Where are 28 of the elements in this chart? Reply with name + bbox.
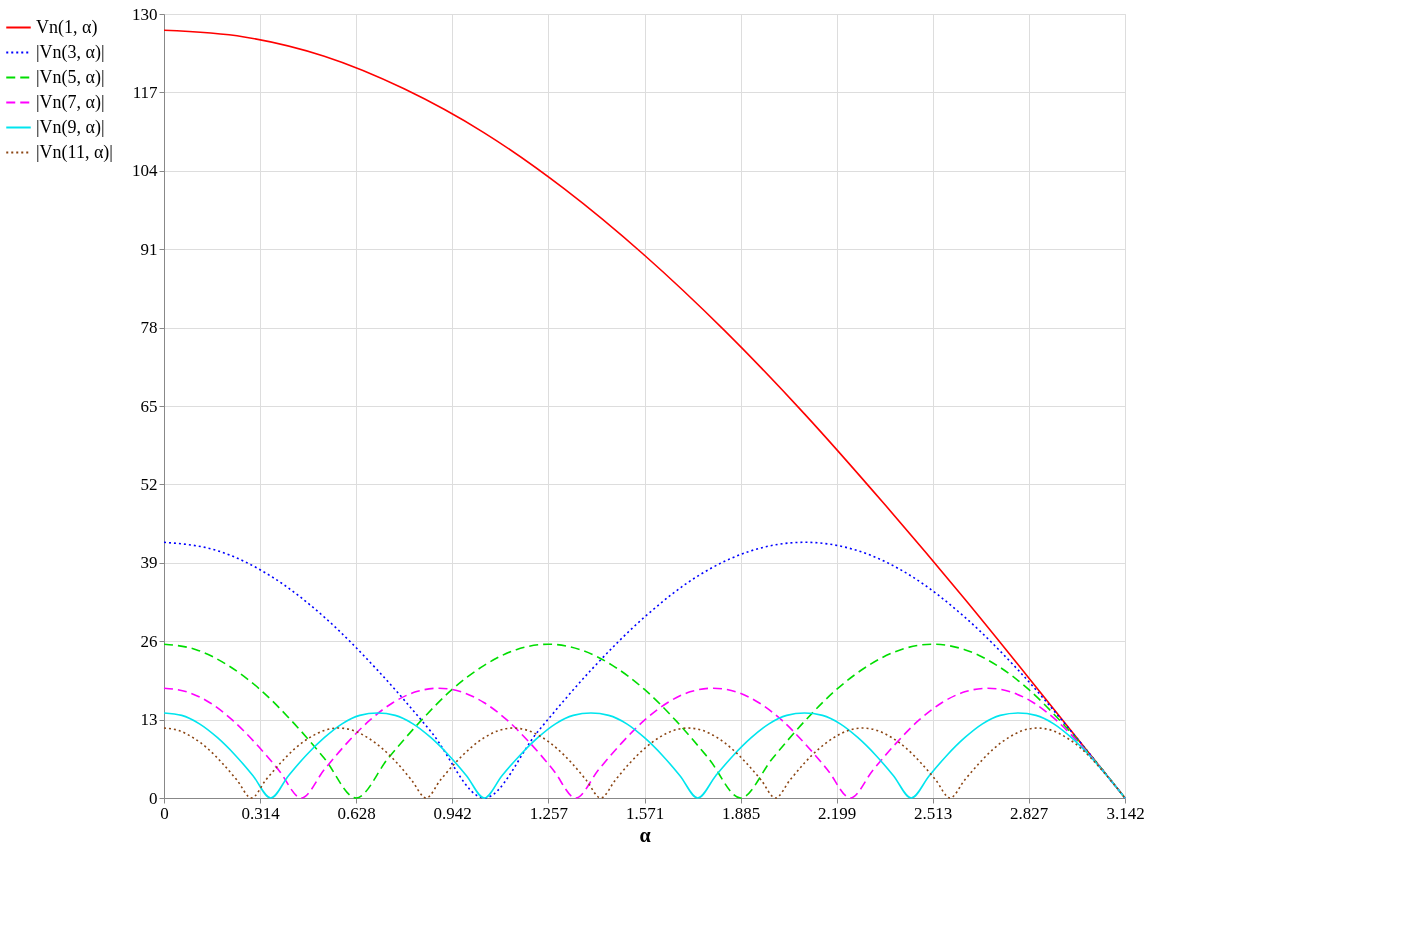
x-tick-label: 2.827 [1010, 803, 1049, 823]
x-tick-label: 1.571 [625, 803, 665, 823]
legend-label: |Vn(9, α)| [36, 116, 105, 138]
x-tick-label: 3.142 [1106, 803, 1145, 823]
y-tick-label: 65 [140, 396, 158, 416]
y-tick-label: 26 [140, 631, 158, 651]
y-tick-label: 91 [140, 239, 158, 259]
y-tick-label: 117 [132, 82, 158, 102]
x-axis-title: α [639, 823, 651, 846]
y-tick-label: 13 [140, 710, 158, 730]
y-tick-label: 104 [132, 161, 158, 181]
y-tick-label: 78 [140, 318, 158, 338]
x-tick-label: 1.257 [529, 803, 569, 823]
x-tick-label: 2.199 [817, 803, 857, 823]
y-tick-label: 39 [140, 553, 158, 573]
legend-label: |Vn(5, α)| [36, 66, 105, 88]
legend-label: |Vn(11, α)| [36, 141, 113, 163]
y-tick-label: 130 [132, 4, 158, 24]
legend-label: |Vn(7, α)| [36, 91, 105, 113]
x-tick-label: 0.314 [241, 803, 281, 823]
x-tick-label: 0.942 [433, 803, 472, 823]
legend-label: Vn(1, α) [36, 16, 98, 38]
x-tick-label: 0.628 [337, 803, 376, 823]
x-tick-label: 1.885 [721, 803, 761, 823]
y-tick-label: 52 [140, 474, 158, 494]
y-tick-label: 0 [149, 788, 158, 808]
legend-label: |Vn(3, α)| [36, 41, 105, 63]
x-tick-label: 2.513 [913, 803, 953, 823]
